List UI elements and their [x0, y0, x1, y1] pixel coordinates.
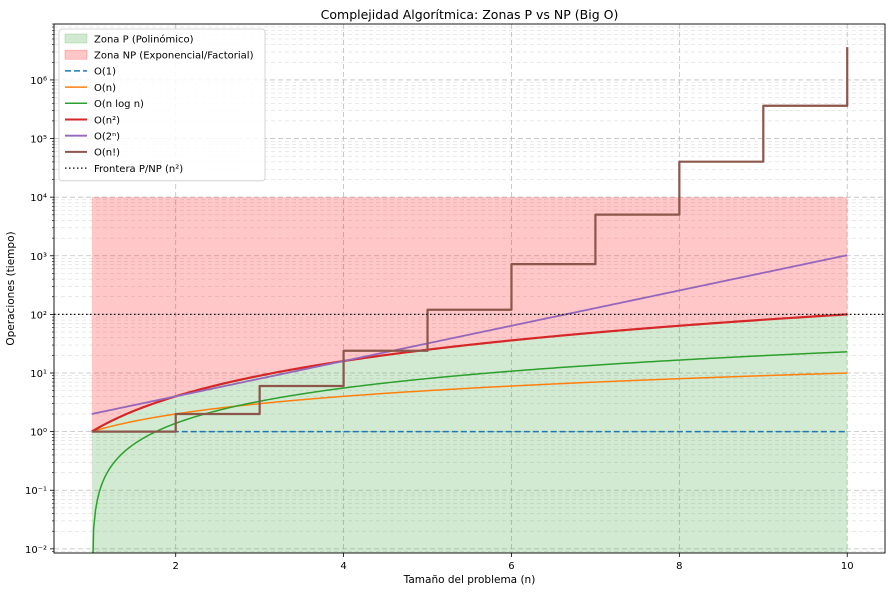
series-line-n — [91, 372, 848, 433]
x-tick-label: 4 — [340, 561, 346, 572]
legend-entry-label: O(n²) — [94, 115, 120, 126]
x-tick-label: 10 — [841, 561, 854, 572]
y-tick-label: 10⁵ — [30, 135, 47, 146]
y-tick-label: 10⁴ — [30, 193, 47, 204]
x-tick-label: 8 — [676, 561, 682, 572]
legend: Zona P (Polinómico) Zona NP (Exponencial/… — [58, 28, 266, 182]
x-tick-label: 2 — [173, 561, 179, 572]
y-tick-label: 10¹ — [30, 369, 47, 380]
legend-entry-label: O(1) — [94, 67, 116, 78]
legend-swatch — [64, 49, 88, 60]
legend-entry-label: O(n log n) — [94, 99, 144, 110]
legend-swatch — [64, 33, 88, 44]
series-line-2n — [91, 254, 848, 415]
y-tick-label: 10⁶ — [30, 76, 47, 87]
y-tick-label: 10⁰ — [30, 428, 47, 439]
series-lines — [54, 47, 885, 553]
x-axis-ticks: 2 4 6 8 10 — [173, 553, 854, 572]
chart-title: Complejidad Algorítmica: Zonas P vs NP (… — [321, 7, 619, 22]
legend-entry-label: Frontera P/NP (n²) — [94, 164, 183, 175]
series-line-n2 — [91, 313, 848, 433]
legend-box — [58, 28, 266, 182]
y-tick-label: 10³ — [30, 252, 47, 263]
y-tick-label: 10⁻¹ — [25, 486, 47, 497]
legend-entry-label: O(2ⁿ) — [94, 132, 120, 143]
legend-entry-label: O(n) — [94, 83, 116, 94]
legend-entry-label: Zona P (Polinómico) — [94, 33, 194, 45]
legend-entry-label: Zona NP (Exponencial/Factorial) — [94, 51, 254, 62]
x-axis-label: Tamaño del problema (n) — [403, 574, 536, 586]
plot-frame — [53, 23, 886, 554]
y-axis-ticks: 10⁻² 10⁻¹ 10⁰ 10¹ 10² 10³ 10⁴ 10⁵ 10⁶ — [25, 23, 54, 556]
y-tick-label: 10⁻² — [25, 545, 47, 556]
grid — [54, 24, 885, 553]
x-tick-label: 6 — [508, 561, 514, 572]
series-line-nlogn — [92, 351, 848, 553]
y-axis-label: Operaciones (tiempo) — [5, 231, 17, 345]
y-tick-label: 10² — [30, 310, 47, 321]
zone-np-area — [91, 197, 848, 432]
series-line-factorial_step — [91, 47, 849, 433]
legend-entry-label: O(n!) — [94, 148, 120, 159]
